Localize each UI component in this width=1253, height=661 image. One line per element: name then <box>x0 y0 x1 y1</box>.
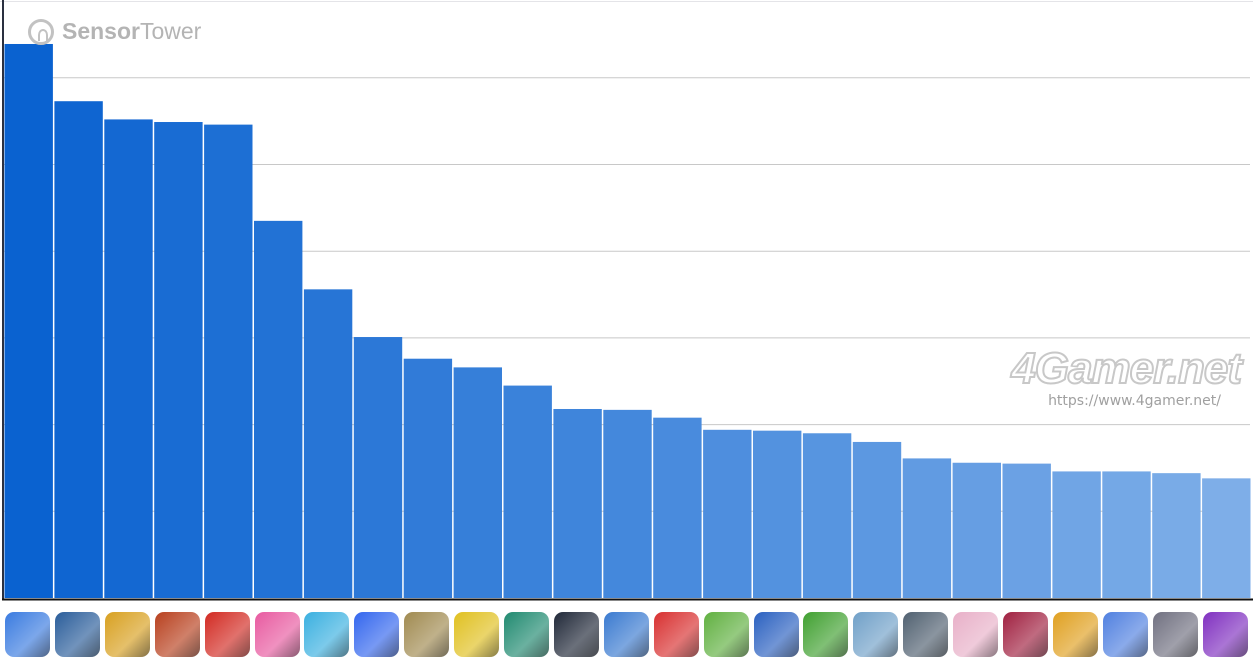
watermark-url: https://www.4gamer.net/ <box>1048 393 1221 409</box>
bar <box>403 358 453 598</box>
honkai-star-rail-icon <box>953 612 999 657</box>
bar <box>1202 478 1251 598</box>
bar <box>1102 471 1151 598</box>
logo-text-light: Tower <box>139 18 202 44</box>
watermark-name: 4Gamer.net <box>1010 344 1243 394</box>
brawl-stars-icon <box>1202 612 1248 657</box>
pet-game-icon <box>1102 612 1148 657</box>
candy-crush-icon <box>254 612 300 657</box>
globe-game-icon <box>54 612 100 657</box>
monopoly-go-icon <box>204 612 250 657</box>
pokemon-go-icon <box>653 612 699 657</box>
bar <box>204 124 253 599</box>
bar <box>952 462 1001 598</box>
bar <box>1002 463 1051 598</box>
royal-king-icon <box>104 612 150 657</box>
bar <box>303 289 353 598</box>
township-icon <box>703 612 749 657</box>
bar <box>503 385 552 598</box>
love-game-icon <box>1152 612 1198 657</box>
roblox-icon <box>354 612 400 657</box>
bar <box>902 458 952 598</box>
call-of-duty-icon <box>903 612 949 657</box>
bar <box>104 119 153 598</box>
pokemon-tcg-icon <box>454 612 500 657</box>
bar <box>353 337 403 598</box>
sensor-tower-logo: Sensor Tower <box>28 18 201 45</box>
bar <box>802 433 852 598</box>
pubg-battlegrounds-icon <box>853 612 899 657</box>
sensor-tower-logo-icon <box>28 18 54 45</box>
squad-game-icon <box>1003 612 1048 657</box>
bar <box>753 430 802 598</box>
bar <box>4 43 53 598</box>
gardenscapes-icon <box>504 612 549 657</box>
bar <box>254 220 303 599</box>
bar <box>1052 471 1101 598</box>
honor-of-kings-icon <box>154 612 200 657</box>
bar <box>1152 473 1201 598</box>
bar <box>54 101 103 599</box>
dragon-game-icon <box>553 612 599 657</box>
pubg-mobile-icon <box>404 612 450 657</box>
logo-text-bold: Sensor <box>62 18 140 44</box>
bar <box>852 441 902 598</box>
bar <box>653 417 702 598</box>
coin-master-icon <box>304 612 350 657</box>
bar <box>703 429 752 598</box>
clash-of-clans-icon <box>1052 612 1098 657</box>
bar <box>453 367 502 598</box>
watermark: 4Gamer.net https://www.4gamer.net/ <box>1010 344 1243 410</box>
bar <box>603 409 652 598</box>
royal-match-x2-icon <box>5 612 50 657</box>
clash-royale-icon <box>603 612 649 657</box>
golf-game-icon <box>803 612 849 657</box>
royal-kingdom-icon <box>753 612 799 657</box>
bar <box>553 408 602 598</box>
bar <box>154 122 203 598</box>
